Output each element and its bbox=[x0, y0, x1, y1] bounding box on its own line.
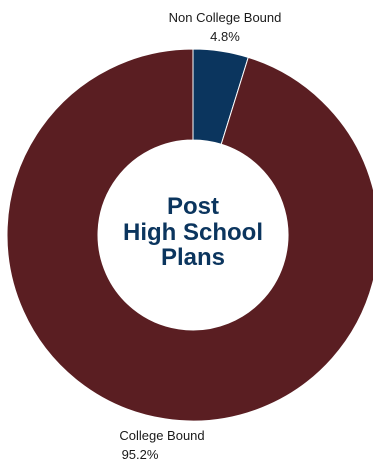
slices-layer bbox=[6, 48, 373, 422]
center-title-line-1: Post bbox=[167, 193, 219, 220]
labels-layer: Non College Bound 4.8% College Bound 95.… bbox=[119, 10, 281, 460]
slice-label-college-name: College Bound bbox=[119, 428, 204, 443]
slice-label-college-value: 95.2% bbox=[122, 447, 159, 460]
center-title-line-3: Plans bbox=[161, 244, 225, 271]
center-title-line-2: High School bbox=[123, 219, 263, 246]
center-title: Post High School Plans bbox=[123, 193, 263, 271]
slice-college-bound bbox=[6, 48, 373, 422]
slice-label-non-college-value: 4.8% bbox=[210, 29, 240, 44]
slice-label-non-college-name: Non College Bound bbox=[169, 10, 282, 25]
